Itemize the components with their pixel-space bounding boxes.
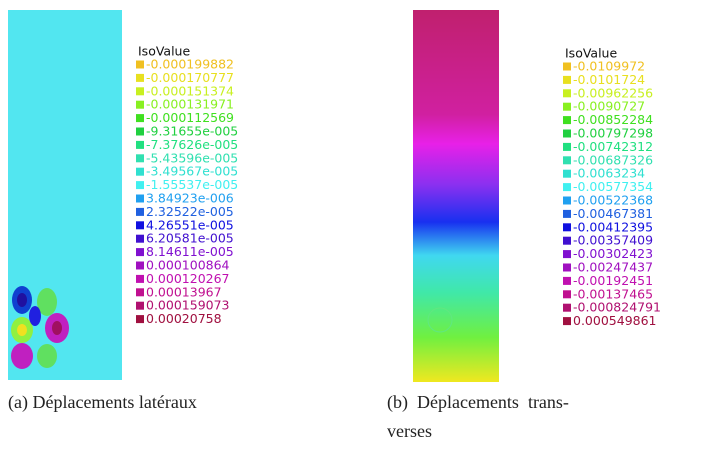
legend-swatch <box>136 301 144 310</box>
legend-swatch <box>563 276 571 285</box>
legend-label: -0.00962256 <box>573 85 653 100</box>
legend-swatch <box>563 317 571 326</box>
legend-swatch <box>136 194 144 203</box>
legend-label: 0.00013967 <box>146 284 222 299</box>
legend-swatch <box>563 183 571 192</box>
legend-swatch <box>136 207 144 216</box>
legend-swatch <box>136 140 144 149</box>
legend-swatch <box>136 221 144 230</box>
legend-label: -1.55537e-005 <box>146 177 238 192</box>
legend-swatch <box>136 248 144 257</box>
legend-swatch <box>136 60 144 69</box>
legend-label: 6.20581e-005 <box>146 231 234 246</box>
legend-label: -0.000112569 <box>146 110 234 125</box>
legend-label: -5.43596e-005 <box>146 150 238 165</box>
legend-label: -0.00302423 <box>573 246 653 261</box>
legend-swatch <box>563 156 571 165</box>
legend-label: 3.84923e-006 <box>146 191 234 206</box>
legend-label: -0.0063234 <box>573 166 645 181</box>
legend-swatch <box>563 129 571 138</box>
legend-label: -0.00192451 <box>573 273 653 288</box>
legend-label: 0.000549861 <box>573 313 657 328</box>
caption: (b) Déplacements trans- <box>387 392 569 413</box>
legend-label: -0.0090727 <box>573 99 645 114</box>
legend-label: -0.0109972 <box>573 59 645 74</box>
legend-swatch <box>136 181 144 190</box>
caption: verses <box>387 421 432 441</box>
legend-swatch <box>136 73 144 82</box>
legend-label: 0.000159073 <box>146 298 230 313</box>
legend-title: IsoValue <box>565 46 617 61</box>
legend-swatch <box>136 274 144 283</box>
caption: (a) Déplacements latéraux <box>8 392 197 413</box>
legend-label: -7.37626e-005 <box>146 137 238 152</box>
legend-label: -0.00852284 <box>573 112 653 127</box>
legend-swatch <box>136 127 144 136</box>
legend-swatch <box>136 154 144 163</box>
legend-swatch <box>563 236 571 245</box>
legend-swatch <box>563 223 571 232</box>
legend-label: -0.00797298 <box>573 126 653 141</box>
legend-label: -0.00467381 <box>573 206 653 221</box>
legend-swatch <box>136 167 144 176</box>
legend-swatch <box>563 263 571 272</box>
legend-swatch <box>563 169 571 178</box>
legend-title: IsoValue <box>138 44 190 59</box>
legend-swatch <box>563 303 571 312</box>
legend-label: 0.00020758 <box>146 311 222 326</box>
legend-label: 4.26551e-005 <box>146 217 234 232</box>
legend-swatch <box>563 209 571 218</box>
legend-label: 0.000100864 <box>146 258 230 273</box>
legend-swatch <box>563 290 571 299</box>
legend-label: 8.14611e-005 <box>146 244 234 259</box>
legend-label: -0.00522368 <box>573 193 653 208</box>
legend-swatch <box>136 261 144 270</box>
legend-label: -0.00137465 <box>573 286 653 301</box>
legend-swatch <box>136 288 144 297</box>
legend-label: 2.32522e-005 <box>146 204 234 219</box>
legend-label: -0.00247437 <box>573 260 653 275</box>
legend-label: -0.000131971 <box>146 97 234 112</box>
legend-swatch <box>136 315 144 324</box>
legend-label: -0.0101724 <box>573 72 645 87</box>
legend-label: -0.000824791 <box>573 300 661 315</box>
legend-swatch <box>563 142 571 151</box>
legend-swatch <box>563 62 571 71</box>
legend-label: -0.000170777 <box>146 70 234 85</box>
legend-label: -0.000199882 <box>146 57 234 72</box>
plot-a <box>8 10 122 380</box>
legend-swatch <box>136 87 144 96</box>
legend-swatch <box>136 114 144 123</box>
legend-swatch <box>563 250 571 259</box>
plot-b <box>413 10 499 382</box>
legend-label: -0.000151374 <box>146 83 234 98</box>
legend-label: -0.00577354 <box>573 179 653 194</box>
legend-swatch <box>136 234 144 243</box>
legend-label: -3.49567e-005 <box>146 164 238 179</box>
legend-swatch <box>563 75 571 84</box>
legend-label: -0.00687326 <box>573 152 653 167</box>
legend-label: -0.00357409 <box>573 233 653 248</box>
legend-swatch <box>563 196 571 205</box>
legend-label: -0.00412395 <box>573 219 653 234</box>
legend-swatch <box>136 100 144 109</box>
legend-swatch <box>563 89 571 98</box>
legend-label: -9.31655e-005 <box>146 124 238 139</box>
legend-swatch <box>563 102 571 111</box>
legend-swatch <box>563 116 571 125</box>
legend-label: -0.00742312 <box>573 139 653 154</box>
legend-label: 0.000120267 <box>146 271 230 286</box>
